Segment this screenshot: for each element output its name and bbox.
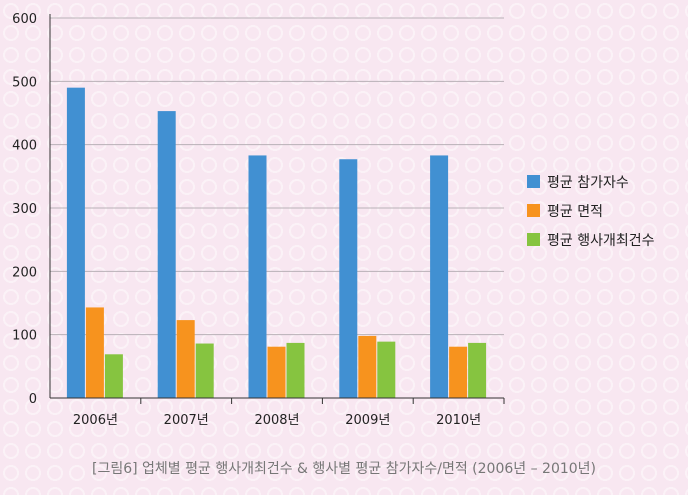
bar-series0-cat2 — [248, 155, 267, 398]
x-tick-label: 2009년 — [345, 413, 390, 428]
grid-lines — [50, 17, 504, 336]
legend-label-series1: 평균 면적 — [547, 204, 603, 220]
y-tick-label: 100 — [12, 329, 37, 344]
legend-swatch-series2 — [527, 233, 540, 246]
bar-series0-cat1 — [157, 111, 176, 398]
bar-series1-cat1 — [176, 320, 195, 398]
bar-series2-cat0 — [104, 354, 123, 398]
x-tick-label: 2007년 — [164, 413, 209, 428]
y-tick-label: 600 — [12, 12, 37, 27]
legend-swatch-series0 — [527, 175, 540, 188]
bar-series0-cat3 — [339, 159, 358, 398]
legend-swatch-series1 — [527, 204, 540, 217]
bar-series2-cat2 — [286, 342, 305, 398]
bars — [66, 87, 487, 399]
bar-series2-cat4 — [468, 342, 487, 398]
y-tick-label: 200 — [12, 265, 37, 280]
bar-series1-cat0 — [85, 307, 104, 398]
bar-series1-cat2 — [267, 346, 286, 398]
y-tick-label: 500 — [12, 75, 37, 90]
x-tick-labels: 2006년 2007년 2008년 2009년 2010년 — [73, 413, 481, 428]
bar-series0-cat4 — [430, 155, 449, 398]
y-tick-label: 300 — [12, 202, 37, 217]
x-tick-label: 2008년 — [254, 413, 299, 428]
y-tick-labels: 0 100 200 300 400 500 600 — [12, 12, 37, 407]
legend-label-series0: 평균 참가자수 — [547, 175, 629, 191]
bar-series1-cat3 — [358, 335, 377, 398]
figure-caption: [그림6] 업체별 평균 행사개최건수 & 행사별 평균 참가자수/면적 (20… — [91, 461, 597, 477]
bar-series0-cat0 — [66, 87, 85, 399]
legend-label-series2: 평균 행사개최건수 — [547, 233, 655, 249]
bar-series2-cat3 — [377, 341, 396, 398]
bar-series1-cat4 — [449, 346, 468, 398]
x-tick-label: 2010년 — [436, 413, 481, 428]
y-tick-label: 400 — [12, 139, 37, 154]
x-tick-label: 2006년 — [73, 413, 118, 428]
bar-series2-cat1 — [195, 343, 214, 398]
y-tick-label: 0 — [29, 392, 37, 407]
axes — [49, 14, 505, 404]
